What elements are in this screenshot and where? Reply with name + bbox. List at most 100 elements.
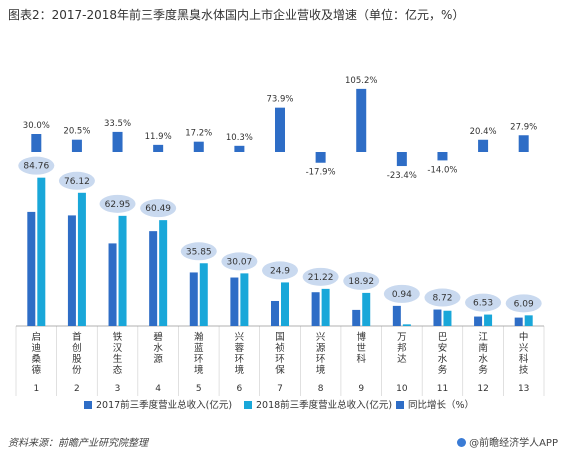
legend-swatch (84, 401, 92, 409)
category-label: 水 (438, 353, 448, 365)
category-index: 10 (396, 384, 408, 394)
category-label: 科 (356, 353, 366, 365)
growth-label: 105.2% (345, 76, 377, 86)
brand-text: @前瞻经济学人APP (469, 438, 558, 449)
category-label: 启 (32, 331, 42, 343)
revenue-2018-bar (240, 273, 249, 326)
growth-bar (275, 107, 285, 152)
category-label: 蓉 (235, 342, 245, 354)
revenue-label: 60.49 (145, 204, 171, 214)
category-label: 瀚 (194, 331, 204, 343)
category-label: 水 (153, 342, 163, 354)
category-label: 首 (72, 331, 82, 343)
category-label: 环 (275, 354, 285, 365)
revenue-label: 21.22 (308, 273, 334, 283)
growth-bar (356, 88, 367, 152)
category-label: 江 (478, 332, 488, 343)
category-label: 务 (438, 364, 448, 376)
category-label: 境 (194, 364, 204, 376)
growth-bar (193, 141, 204, 152)
category-label: 安 (438, 342, 448, 354)
category-label: 博 (356, 331, 366, 343)
revenue-label: 6.53 (473, 299, 493, 309)
growth-bar (396, 152, 407, 167)
revenue-bubble (99, 194, 136, 213)
revenue-2017-bar (352, 309, 361, 326)
category-label: 邦 (397, 342, 407, 354)
category-label: 源 (316, 343, 326, 354)
growth-bar (112, 131, 123, 152)
category-index: 4 (155, 384, 161, 394)
category-label: 铁 (113, 331, 123, 343)
category-label: 蓝 (194, 342, 204, 354)
category-label: 世 (356, 342, 366, 354)
revenue-label: 24.9 (270, 266, 290, 276)
legend-label: 2017前三季度营业总收入(亿元) (96, 399, 232, 411)
revenue-2018-bar (77, 192, 86, 326)
revenue-label: 76.12 (64, 177, 90, 187)
revenue-2018-bar (524, 315, 533, 326)
growth-bar (71, 139, 82, 152)
revenue-2018-bar (37, 177, 46, 326)
revenue-label: 6.09 (514, 299, 534, 309)
revenue-2018-bar (362, 292, 371, 326)
category-label: 兴 (519, 343, 529, 354)
revenue-label: 35.85 (186, 247, 212, 257)
revenue-2017-bar (67, 215, 76, 326)
revenue-bubble (18, 156, 55, 175)
revenue-2017-bar (271, 300, 279, 326)
category-label: 科 (519, 353, 529, 365)
source-note: 资料来源：前瞻产业研究院整理 (8, 438, 148, 449)
revenue-2018-bar (402, 324, 411, 326)
category-index: 12 (477, 384, 488, 394)
category-label: 祯 (275, 342, 285, 354)
revenue-bubble (262, 261, 298, 280)
legend-swatch (396, 401, 404, 409)
growth-label: 17.2% (185, 129, 212, 139)
category-label: 环 (194, 354, 204, 365)
category-index: 9 (358, 384, 364, 394)
growth-label: 10.3% (226, 133, 253, 143)
category-label: 中 (519, 331, 529, 343)
growth-bar (478, 139, 489, 152)
revenue-bubble (383, 284, 420, 303)
category-label: 碧 (153, 331, 163, 343)
growth-bar (234, 145, 245, 152)
legend-swatch (244, 401, 252, 409)
category-label: 环 (235, 354, 245, 365)
growth-label: -23.4% (387, 171, 417, 181)
revenue-bubble (58, 171, 95, 190)
growth-label: 11.9% (145, 132, 172, 142)
revenue-2017-bar (230, 277, 239, 326)
revenue-bubble (343, 271, 380, 290)
revenue-2018-bar (443, 310, 452, 326)
revenue-label: 18.92 (348, 277, 374, 287)
category-label: 国 (275, 332, 285, 343)
category-label: 创 (72, 342, 82, 354)
category-label: 兴 (235, 332, 245, 343)
category-label: 源 (153, 354, 163, 365)
category-label: 务 (478, 364, 488, 376)
category-label: 技 (519, 364, 529, 376)
category-label: 迪 (32, 342, 42, 354)
category-label: 巴 (438, 332, 448, 343)
revenue-2017-bar (392, 305, 401, 326)
category-label: 达 (397, 353, 407, 365)
revenue-label: 30.07 (227, 257, 253, 267)
revenue-bubble (180, 242, 217, 261)
category-label: 境 (316, 364, 326, 376)
revenue-bubble (424, 288, 461, 307)
growth-label: 30.0% (23, 121, 50, 131)
category-label: 水 (478, 353, 488, 365)
revenue-label: 0.94 (392, 290, 412, 300)
revenue-label: 8.72 (432, 294, 452, 304)
revenue-label: 84.76 (23, 162, 49, 172)
category-index: 13 (518, 384, 529, 394)
revenue-bubble (140, 199, 177, 218)
revenue-2018-bar (118, 215, 127, 326)
category-index: 11 (437, 384, 448, 394)
revenue-2018-bar (281, 282, 289, 326)
growth-bar (518, 135, 529, 152)
revenue-2017-bar (433, 309, 442, 326)
category-label: 万 (397, 332, 407, 343)
